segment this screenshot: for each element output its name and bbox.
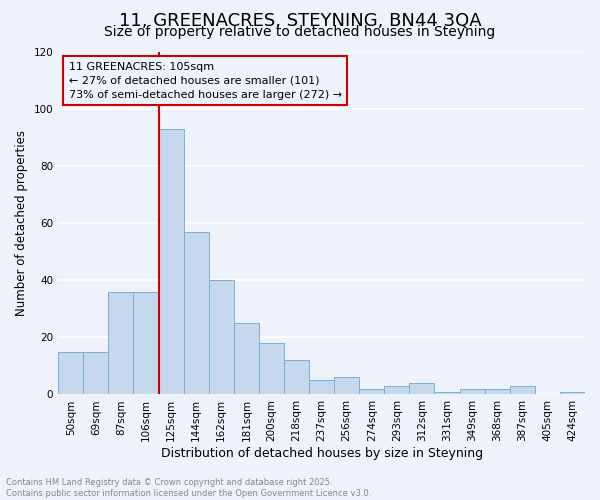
Bar bbox=[385, 386, 409, 394]
Bar bbox=[158, 128, 184, 394]
Text: Contains HM Land Registry data © Crown copyright and database right 2025.
Contai: Contains HM Land Registry data © Crown c… bbox=[6, 478, 371, 498]
Text: 11, GREENACRES, STEYNING, BN44 3QA: 11, GREENACRES, STEYNING, BN44 3QA bbox=[119, 12, 481, 30]
Bar bbox=[184, 232, 209, 394]
Text: 11 GREENACRES: 105sqm
← 27% of detached houses are smaller (101)
73% of semi-det: 11 GREENACRES: 105sqm ← 27% of detached … bbox=[69, 62, 342, 100]
Bar bbox=[284, 360, 309, 394]
Bar bbox=[510, 386, 535, 394]
Bar bbox=[334, 378, 359, 394]
Bar bbox=[434, 392, 460, 394]
Bar bbox=[133, 292, 158, 395]
Bar bbox=[359, 388, 385, 394]
Bar bbox=[485, 388, 510, 394]
Bar bbox=[259, 343, 284, 394]
Bar bbox=[309, 380, 334, 394]
Bar bbox=[234, 323, 259, 394]
Bar bbox=[560, 392, 585, 394]
Bar bbox=[460, 388, 485, 394]
Bar bbox=[109, 292, 133, 395]
X-axis label: Distribution of detached houses by size in Steyning: Distribution of detached houses by size … bbox=[161, 447, 482, 460]
Bar bbox=[209, 280, 234, 394]
Bar bbox=[409, 383, 434, 394]
Bar bbox=[58, 352, 83, 395]
Text: Size of property relative to detached houses in Steyning: Size of property relative to detached ho… bbox=[104, 25, 496, 39]
Y-axis label: Number of detached properties: Number of detached properties bbox=[15, 130, 28, 316]
Bar bbox=[83, 352, 109, 395]
